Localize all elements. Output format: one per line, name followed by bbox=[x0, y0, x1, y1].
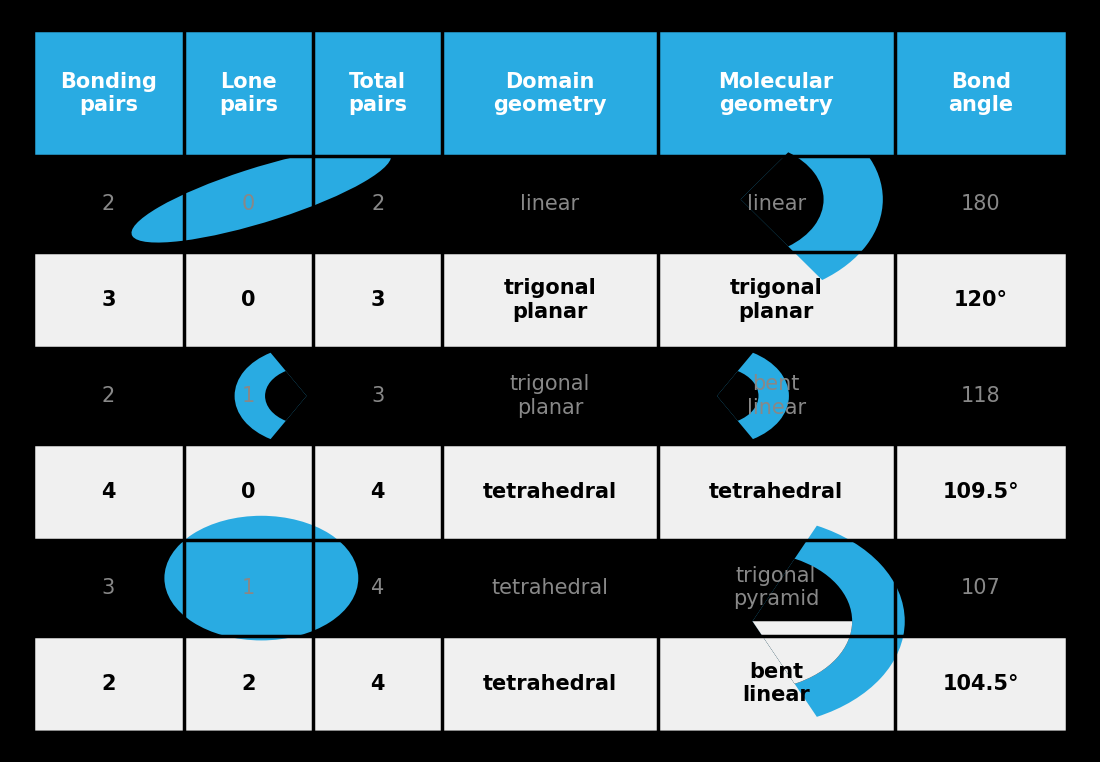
Text: Domain
geometry: Domain geometry bbox=[493, 72, 607, 115]
Bar bbox=[442, 636, 658, 732]
Wedge shape bbox=[717, 353, 789, 439]
Wedge shape bbox=[752, 559, 852, 684]
Bar bbox=[33, 348, 184, 444]
Text: 4: 4 bbox=[371, 674, 385, 693]
Text: tetrahedral: tetrahedral bbox=[492, 578, 608, 597]
Text: 120°: 120° bbox=[954, 290, 1008, 310]
Bar bbox=[314, 443, 442, 539]
Text: bent
linear: bent linear bbox=[742, 662, 810, 705]
Bar bbox=[442, 252, 658, 348]
Wedge shape bbox=[234, 353, 307, 439]
Bar bbox=[442, 539, 658, 636]
Bar bbox=[314, 348, 442, 444]
Wedge shape bbox=[752, 526, 904, 717]
Bar bbox=[33, 156, 184, 252]
Bar bbox=[33, 636, 184, 732]
Ellipse shape bbox=[132, 146, 392, 242]
Bar bbox=[894, 539, 1067, 636]
Bar bbox=[184, 636, 314, 732]
Bar bbox=[33, 252, 184, 348]
Bar bbox=[314, 539, 442, 636]
Text: 2: 2 bbox=[241, 674, 255, 693]
Bar bbox=[184, 156, 314, 252]
Bar bbox=[894, 636, 1067, 732]
Bar bbox=[658, 156, 894, 252]
Ellipse shape bbox=[164, 516, 359, 640]
Text: 2: 2 bbox=[371, 194, 384, 214]
Bar bbox=[442, 156, 658, 252]
Text: 0: 0 bbox=[241, 482, 255, 502]
Text: linear: linear bbox=[747, 194, 805, 214]
Text: 3: 3 bbox=[371, 386, 384, 406]
Text: 180: 180 bbox=[961, 194, 1001, 214]
Bar bbox=[658, 30, 894, 156]
Bar bbox=[658, 348, 894, 444]
Text: tetrahedral: tetrahedral bbox=[483, 674, 617, 693]
Text: 0: 0 bbox=[242, 194, 255, 214]
Text: bent
linear: bent linear bbox=[747, 374, 805, 418]
Text: 3: 3 bbox=[371, 290, 385, 310]
Text: 3: 3 bbox=[102, 578, 116, 597]
Bar bbox=[184, 252, 314, 348]
Text: tetrahedral: tetrahedral bbox=[710, 482, 844, 502]
Bar bbox=[442, 348, 658, 444]
Text: linear: linear bbox=[520, 194, 580, 214]
Text: 1: 1 bbox=[242, 386, 255, 406]
Text: trigonal
planar: trigonal planar bbox=[504, 278, 596, 322]
Bar bbox=[442, 30, 658, 156]
Text: tetrahedral: tetrahedral bbox=[483, 482, 617, 502]
Text: 4: 4 bbox=[101, 482, 116, 502]
Text: 118: 118 bbox=[961, 386, 1001, 406]
Text: Lone
pairs: Lone pairs bbox=[219, 72, 278, 115]
Bar bbox=[894, 443, 1067, 539]
Text: 3: 3 bbox=[101, 290, 116, 310]
Wedge shape bbox=[717, 371, 759, 421]
Bar bbox=[314, 252, 442, 348]
Text: 2: 2 bbox=[101, 674, 116, 693]
Bar bbox=[894, 156, 1067, 252]
Bar bbox=[33, 443, 184, 539]
Bar bbox=[184, 348, 314, 444]
Text: Bond
angle: Bond angle bbox=[948, 72, 1013, 115]
Bar bbox=[33, 539, 184, 636]
Text: 109.5°: 109.5° bbox=[943, 482, 1019, 502]
Text: trigonal
pyramid: trigonal pyramid bbox=[733, 566, 820, 610]
Bar bbox=[314, 156, 442, 252]
Bar bbox=[658, 252, 894, 348]
Text: Molecular
geometry: Molecular geometry bbox=[718, 72, 834, 115]
Bar bbox=[33, 30, 184, 156]
Bar bbox=[184, 30, 314, 156]
Text: 4: 4 bbox=[371, 578, 384, 597]
Text: 107: 107 bbox=[961, 578, 1001, 597]
Bar bbox=[314, 30, 442, 156]
Text: Total
pairs: Total pairs bbox=[349, 72, 407, 115]
Wedge shape bbox=[740, 119, 883, 280]
Text: 4: 4 bbox=[371, 482, 385, 502]
Text: 2: 2 bbox=[102, 386, 116, 406]
Text: 1: 1 bbox=[242, 578, 255, 597]
Bar bbox=[658, 636, 894, 732]
Bar bbox=[894, 30, 1067, 156]
Bar bbox=[658, 443, 894, 539]
Text: 2: 2 bbox=[102, 194, 116, 214]
Wedge shape bbox=[740, 152, 824, 246]
Text: 104.5°: 104.5° bbox=[943, 674, 1019, 693]
Bar bbox=[442, 443, 658, 539]
Bar bbox=[184, 443, 314, 539]
Bar bbox=[314, 636, 442, 732]
Wedge shape bbox=[752, 621, 852, 684]
Text: trigonal
planar: trigonal planar bbox=[729, 278, 823, 322]
Text: trigonal
planar: trigonal planar bbox=[509, 374, 591, 418]
Wedge shape bbox=[265, 371, 307, 421]
Bar bbox=[658, 539, 894, 636]
Text: 0: 0 bbox=[241, 290, 255, 310]
Bar bbox=[894, 348, 1067, 444]
Bar bbox=[894, 252, 1067, 348]
Bar bbox=[184, 539, 314, 636]
Text: Bonding
pairs: Bonding pairs bbox=[60, 72, 157, 115]
